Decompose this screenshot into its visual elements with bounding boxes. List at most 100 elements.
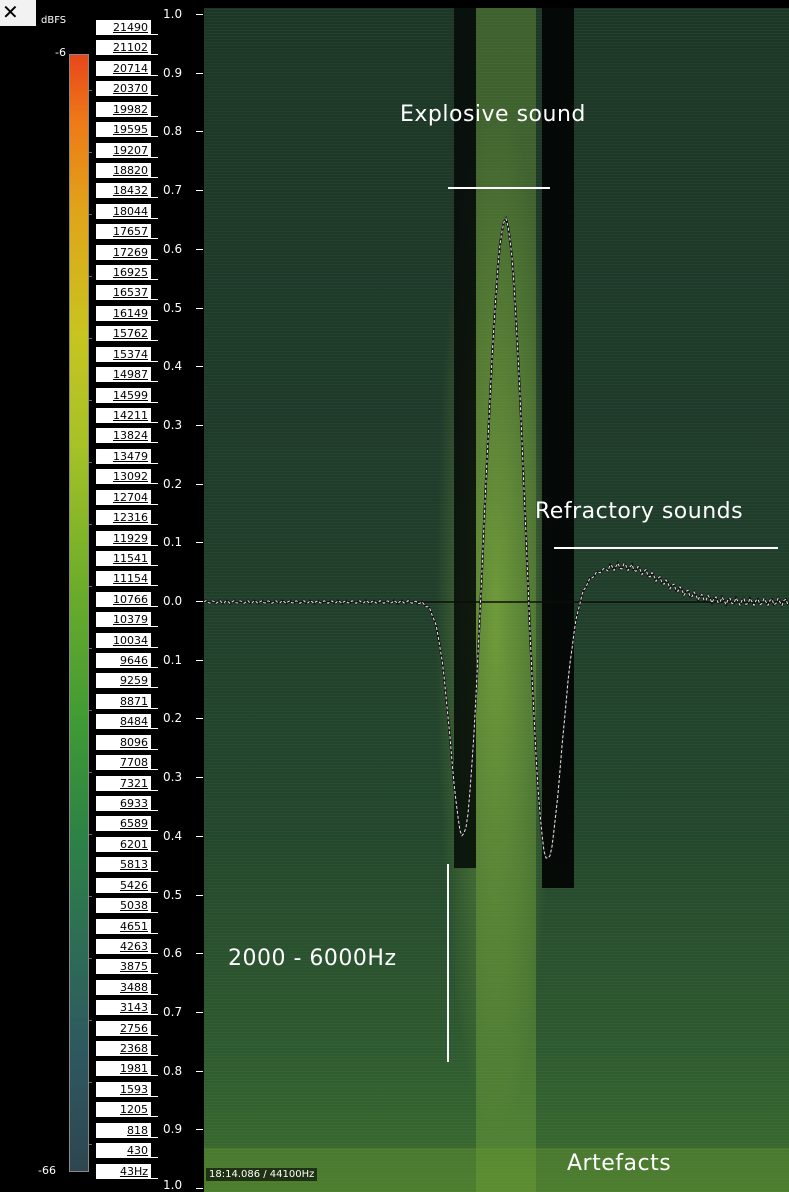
amplitude-tick	[196, 953, 203, 955]
level-tick	[89, 462, 92, 463]
amplitude-tick	[196, 424, 203, 426]
amplitude-label: 0.2	[163, 711, 183, 726]
amplitude-label: 0.2	[163, 476, 183, 491]
frequency-tick	[151, 1177, 158, 1179]
frequency-label: 3143	[96, 1000, 151, 1016]
amplitude-tick	[196, 307, 203, 309]
frequency-label: 430	[96, 1143, 151, 1159]
amplitude-tick	[196, 777, 203, 779]
amplitude-label: 0.8	[163, 124, 183, 139]
frequency-tick	[151, 1095, 158, 1097]
frequency-label: 16537	[96, 285, 151, 301]
frequency-label: 43Hz	[96, 1163, 151, 1179]
frequency-label: 1593	[96, 1081, 151, 1097]
frequency-label: 1205	[96, 1102, 151, 1118]
frequency-tick	[151, 54, 158, 56]
frequency-label: 18044	[96, 203, 151, 219]
frequency-tick	[151, 197, 158, 199]
amplitude-label: 0.5	[163, 887, 183, 902]
amplitude-tick	[196, 190, 203, 192]
amplitude-label: 0.6	[163, 946, 183, 961]
amplitude-label: 1.0	[163, 1178, 183, 1192]
amplitude-tick	[196, 72, 203, 74]
level-color-scale	[69, 54, 89, 1172]
frequency-label: 5813	[96, 857, 151, 873]
amplitude-label: 0.9	[163, 1122, 183, 1137]
frequency-label: 5426	[96, 877, 151, 893]
frequency-label: 13479	[96, 448, 151, 464]
frequency-label: 18820	[96, 162, 151, 178]
frequency-tick	[151, 1157, 158, 1159]
dark-stripe-right	[542, 8, 574, 888]
frequency-label: 4263	[96, 938, 151, 954]
frequency-label: 11929	[96, 530, 151, 546]
frequency-label: 20370	[96, 81, 151, 97]
waveform-overlay	[204, 8, 789, 1192]
amplitude-label: 0.3	[163, 417, 183, 432]
frequency-label: 10379	[96, 612, 151, 628]
frequency-tick	[151, 993, 158, 995]
frequency-tick	[151, 646, 158, 648]
amplitude-tick	[196, 366, 203, 368]
level-tick	[89, 276, 92, 277]
status-bar: 18:14.086 / 44100Hz	[206, 1168, 318, 1181]
frequency-label: 14987	[96, 367, 151, 383]
frequency-tick	[151, 74, 158, 76]
frequency-label: 12316	[96, 510, 151, 526]
frequency-tick	[151, 483, 158, 485]
frequency-label: 2756	[96, 1020, 151, 1036]
amplitude-tick	[196, 542, 203, 544]
level-tick	[89, 524, 92, 525]
amplitude-label: 0.8	[163, 1063, 183, 1078]
annotation-artefacts: Artefacts	[567, 1151, 672, 1176]
frequency-label: 14599	[96, 387, 151, 403]
frequency-tick	[151, 830, 158, 832]
level-tick	[89, 1144, 92, 1145]
frequency-label: 17657	[96, 224, 151, 240]
level-tick	[89, 648, 92, 649]
level-tick	[89, 90, 92, 91]
frequency-label: 8871	[96, 693, 151, 709]
frequency-label: 21490	[96, 20, 151, 35]
frequency-tick	[151, 605, 158, 607]
frequency-tick	[151, 34, 158, 35]
frequency-tick	[151, 585, 158, 587]
amplitude-tick	[196, 1188, 203, 1189]
frequency-label: 14211	[96, 408, 151, 423]
frequency-label: 3488	[96, 979, 151, 995]
frequency-tick	[151, 238, 158, 240]
frequency-tick	[151, 136, 158, 138]
frequency-tick	[151, 462, 158, 464]
frequency-label: 1981	[96, 1061, 151, 1077]
frequency-label: 10034	[96, 632, 151, 648]
amplitude-tick	[196, 483, 203, 485]
level-tick	[89, 958, 92, 959]
energy-band	[476, 8, 536, 1192]
frequency-tick	[151, 687, 158, 689]
frequency-tick	[151, 626, 158, 628]
spectrogram-view[interactable]	[204, 8, 789, 1192]
amplitude-tick	[196, 718, 203, 720]
amplitude-label: 0.7	[163, 1004, 183, 1019]
frequency-tick	[151, 503, 158, 505]
level-tick	[89, 834, 92, 835]
frequency-label: 4651	[96, 918, 151, 934]
frequency-label: 2368	[96, 1041, 151, 1057]
frequency-tick	[151, 748, 158, 750]
frequency-tick	[151, 319, 158, 321]
frequency-label: 16925	[96, 265, 151, 281]
level-tick	[89, 1082, 92, 1083]
amplitude-tick	[196, 601, 203, 602]
frequency-label: 10766	[96, 591, 151, 607]
amplitude-label: 0.7	[163, 183, 183, 198]
frequency-label: 21102	[96, 40, 151, 56]
amplitude-label: 0.1	[163, 652, 183, 667]
close-icon[interactable]: ✕	[0, 0, 36, 26]
frequency-tick	[151, 667, 158, 669]
frequency-tick	[151, 299, 158, 301]
amplitude-tick	[196, 1129, 203, 1131]
frequency-tick	[151, 952, 158, 954]
amplitude-label: 0.1	[163, 535, 183, 550]
amplitude-label: 0.6	[163, 241, 183, 256]
frequency-label: 5038	[96, 898, 151, 914]
